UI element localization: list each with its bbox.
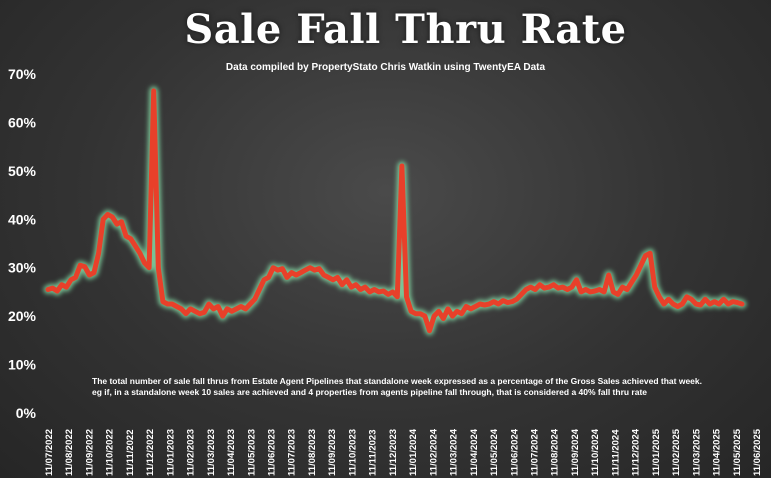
annotation-line-1: The total number of sale fall thrus from… xyxy=(92,376,702,386)
y-axis-labels: 0% 10% 20% 30% 40% 50% 60% 70% xyxy=(8,66,37,421)
chart-title: Sale Fall Thru Rate xyxy=(184,6,627,53)
y-tick-label: 60% xyxy=(8,114,37,130)
x-tick-label: 11/08/2022 xyxy=(64,429,75,476)
x-tick-label: 11/03/2024 xyxy=(449,428,460,476)
x-tick-label: 11/09/2022 xyxy=(85,429,96,476)
x-tick-label: 11/09/2023 xyxy=(327,429,338,476)
x-tick-label: 11/05/2024 xyxy=(489,428,500,476)
x-tick-label: 11/03/2023 xyxy=(206,429,217,476)
x-axis-labels: 11/07/2022 11/08/2022 11/09/2022 11/10/2022… xyxy=(44,428,763,476)
y-tick-label: 50% xyxy=(8,163,37,179)
y-tick-label: 0% xyxy=(16,405,37,421)
x-tick-label: 11/01/2025 xyxy=(651,428,662,476)
x-tick-label: 11/06/2024 xyxy=(509,428,520,476)
x-tick-label: 11/05/2025 xyxy=(732,428,743,476)
annotation-line-2: eg if, in a standalone week 10 sales are… xyxy=(92,387,648,397)
x-tick-label: 11/11/2022 xyxy=(125,430,136,477)
x-tick-label: 11/01/2023 xyxy=(165,429,176,476)
x-tick-label: 11/04/2024 xyxy=(469,428,480,476)
x-tick-label: 11/12/2024 xyxy=(631,428,642,476)
x-tick-label: 11/11/2024 xyxy=(610,429,621,476)
x-tick-label: 11/04/2023 xyxy=(226,429,237,476)
y-tick-label: 40% xyxy=(8,211,37,227)
series-layer xyxy=(43,86,747,336)
x-tick-label: 11/10/2022 xyxy=(105,429,116,476)
x-tick-label: 11/09/2024 xyxy=(570,428,581,476)
x-tick-label: 11/05/2023 xyxy=(246,429,257,476)
x-tick-label: 11/07/2022 xyxy=(44,429,55,476)
x-tick-label: 11/07/2023 xyxy=(287,429,298,476)
x-tick-label: 11/12/2023 xyxy=(388,429,399,476)
x-tick-label: 11/03/2025 xyxy=(691,428,702,476)
x-tick-label: 11/01/2024 xyxy=(408,428,419,476)
x-tick-label: 11/02/2025 xyxy=(671,428,682,476)
x-tick-label: 11/12/2022 xyxy=(145,429,156,476)
x-tick-label: 11/11/2023 xyxy=(368,430,379,477)
x-tick-label: 11/10/2023 xyxy=(347,429,358,476)
x-tick-label: 11/07/2024 xyxy=(530,428,541,476)
x-tick-label: 11/08/2024 xyxy=(550,428,561,476)
y-tick-label: 70% xyxy=(8,66,37,82)
x-tick-label: 11/02/2023 xyxy=(186,429,197,476)
series-line xyxy=(45,88,745,334)
x-tick-label: 11/02/2024 xyxy=(428,428,439,476)
chart-subtitle: Data compiled by PropertyStato Chris Wat… xyxy=(225,62,546,73)
y-tick-label: 20% xyxy=(8,308,37,324)
x-tick-label: 11/06/2025 xyxy=(752,428,763,476)
x-tick-label: 11/04/2025 xyxy=(712,428,723,476)
x-tick-label: 11/06/2023 xyxy=(267,429,278,476)
x-tick-label: 11/08/2023 xyxy=(307,429,318,476)
y-tick-label: 30% xyxy=(8,260,37,276)
x-tick-label: 11/10/2024 xyxy=(590,428,601,476)
y-tick-label: 10% xyxy=(8,357,37,373)
